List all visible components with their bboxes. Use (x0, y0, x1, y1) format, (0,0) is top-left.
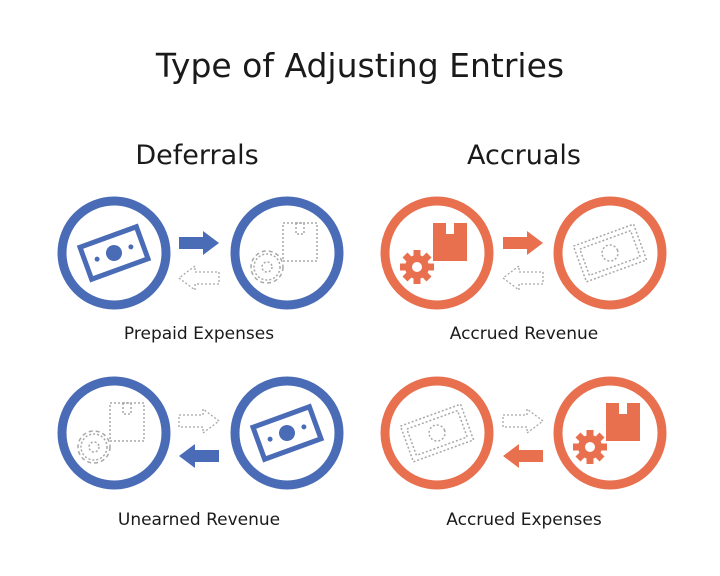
money-icon-dotted (572, 223, 648, 283)
circle (380, 196, 494, 310)
accrued-expenses-diagram (380, 376, 667, 490)
gear-box-icon (400, 223, 467, 284)
accrued-revenue-diagram (380, 196, 667, 310)
circle (57, 196, 171, 310)
money-icon-dotted (399, 403, 475, 463)
circle (553, 196, 667, 310)
prepaid-expenses-label: Prepaid Expenses (123, 324, 275, 344)
accrued-revenue-label: Accrued Revenue (449, 324, 599, 344)
circle (230, 196, 344, 310)
circle (380, 376, 494, 490)
circle (230, 376, 344, 490)
unearned-revenue-diagram (57, 376, 344, 490)
arrow-left-dotted-icon (178, 265, 220, 291)
money-icon (80, 227, 148, 279)
arrow-left-dotted-icon (502, 265, 544, 291)
arrow-right-dotted-icon (502, 408, 544, 434)
arrow-left-icon (179, 444, 219, 468)
accruals-heading: Accruals (466, 140, 582, 171)
prepaid-expenses-diagram (57, 196, 344, 310)
arrow-right-dotted-icon (178, 408, 220, 434)
gear-box-icon (573, 403, 640, 464)
arrow-left-icon (503, 444, 543, 468)
circle (553, 376, 667, 490)
unearned-revenue-label: Unearned Revenue (117, 510, 281, 530)
page-title: Type of Adjusting Entries (155, 46, 565, 85)
money-icon (253, 407, 321, 459)
accrued-expenses-label: Accrued Expenses (446, 510, 602, 530)
arrow-right-icon (503, 231, 543, 255)
deferrals-heading: Deferrals (135, 140, 259, 171)
gear-box-icon-dotted (77, 402, 145, 464)
gear-box-icon-dotted (250, 222, 318, 284)
circle (57, 376, 171, 490)
arrow-right-icon (179, 231, 219, 255)
